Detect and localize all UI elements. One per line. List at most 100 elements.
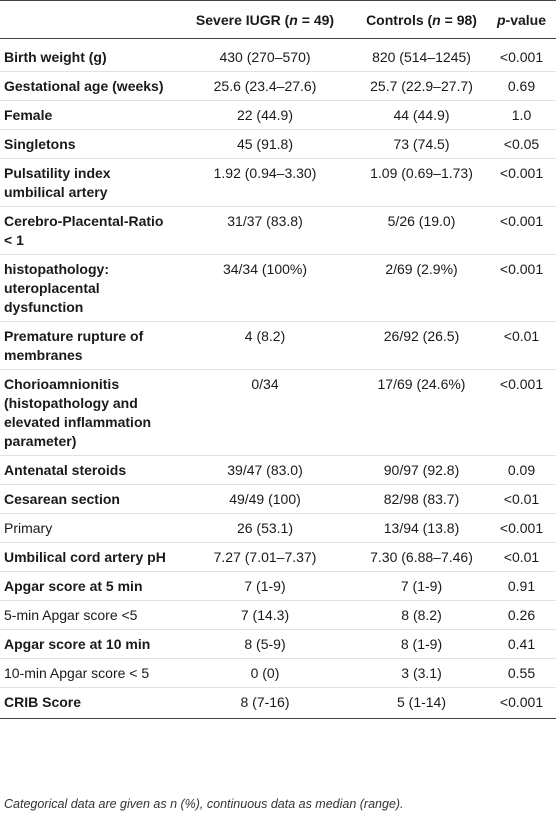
comparison-table: Severe IUGR (n = 49) Controls (n = 98) p… bbox=[0, 0, 556, 719]
row-p-value: <0.001 bbox=[487, 38, 556, 72]
table-row: Premature rupture of membranes 4 (8.2) 26/… bbox=[0, 321, 556, 370]
header-p-suffix: -value bbox=[505, 11, 547, 28]
row-p-value: <0.001 bbox=[487, 513, 556, 543]
row-controls-value: 82/98 (83.7) bbox=[356, 484, 487, 514]
row-controls-value: 2/69 (2.9%) bbox=[356, 254, 487, 322]
table-row: Chorioamnionitis (histopathology and ele… bbox=[0, 369, 556, 456]
row-iugr-value: 8 (5-9) bbox=[174, 629, 356, 659]
row-p-value: <0.05 bbox=[487, 129, 556, 159]
row-controls-value: 3 (3.1) bbox=[356, 658, 487, 688]
table-row: Primary 26 (53.1) 13/94 (13.8) <0.001 bbox=[0, 513, 556, 543]
row-controls-value: 26/92 (26.5) bbox=[356, 321, 487, 370]
row-iugr-value: 0 (0) bbox=[174, 658, 356, 688]
row-controls-value: 8 (8.2) bbox=[356, 600, 487, 630]
table-body: Birth weight (g) 430 (270–570) 820 (514–12… bbox=[0, 38, 556, 719]
row-iugr-value: 45 (91.8) bbox=[174, 129, 356, 159]
row-p-value: 0.09 bbox=[487, 455, 556, 485]
row-controls-value: 7 (1-9) bbox=[356, 571, 487, 601]
table-row: Cerebro-Placental-Ratio < 1 31/37 (83.8) 5… bbox=[0, 206, 556, 255]
table-row: Apgar score at 5 min 7 (1-9) 7 (1-9) 0.91 bbox=[0, 571, 556, 601]
row-controls-value: 44 (44.9) bbox=[356, 100, 487, 130]
row-controls-value: 7.30 (6.88–7.46) bbox=[356, 542, 487, 572]
row-label: CRIB Score bbox=[0, 687, 174, 719]
header-controls-suffix: = 98) bbox=[440, 11, 477, 28]
table-row: Antenatal steroids 39/47 (83.0) 90/97 (92.… bbox=[0, 455, 556, 485]
row-controls-value: 73 (74.5) bbox=[356, 129, 487, 159]
table-row: CRIB Score 8 (7-16) 5 (1-14) <0.001 bbox=[0, 687, 556, 719]
row-iugr-value: 49/49 (100) bbox=[174, 484, 356, 514]
header-severe-iugr: Severe IUGR (n = 49) bbox=[174, 0, 356, 39]
row-label: Apgar score at 5 min bbox=[0, 571, 174, 601]
row-p-value: <0.001 bbox=[487, 369, 556, 456]
row-iugr-value: 7 (14.3) bbox=[174, 600, 356, 630]
row-label: Primary bbox=[0, 513, 174, 543]
comparison-table-container: Severe IUGR (n = 49) Controls (n = 98) p… bbox=[0, 0, 556, 719]
row-iugr-value: 0/34 bbox=[174, 369, 356, 456]
row-controls-value: 820 (514–1245) bbox=[356, 38, 487, 72]
table-row: 5-min Apgar score <5 7 (14.3) 8 (8.2) 0.26 bbox=[0, 600, 556, 630]
row-iugr-value: 39/47 (83.0) bbox=[174, 455, 356, 485]
row-p-value: 0.91 bbox=[487, 571, 556, 601]
header-p: p bbox=[496, 11, 506, 28]
row-p-value: <0.001 bbox=[487, 687, 556, 719]
table-row: Birth weight (g) 430 (270–570) 820 (514–12… bbox=[0, 38, 556, 72]
row-controls-value: 17/69 (24.6%) bbox=[356, 369, 487, 456]
row-label: Singletons bbox=[0, 129, 174, 159]
row-p-value: <0.001 bbox=[487, 254, 556, 322]
row-controls-value: 5/26 (19.0) bbox=[356, 206, 487, 255]
row-p-value: <0.01 bbox=[487, 484, 556, 514]
row-controls-value: 90/97 (92.8) bbox=[356, 455, 487, 485]
row-p-value: 1.0 bbox=[487, 100, 556, 130]
row-p-value: 0.26 bbox=[487, 600, 556, 630]
row-iugr-value: 7 (1-9) bbox=[174, 571, 356, 601]
table-row: Gestational age (weeks) 25.6 (23.4–27.6) 2… bbox=[0, 71, 556, 101]
row-label: Cesarean section bbox=[0, 484, 174, 514]
header-iugr-prefix: Severe IUGR ( bbox=[195, 11, 290, 28]
row-label: Gestational age (weeks) bbox=[0, 71, 174, 101]
header-controls-prefix: Controls ( bbox=[366, 11, 433, 28]
row-label: Apgar score at 10 min bbox=[0, 629, 174, 659]
row-label: Female bbox=[0, 100, 174, 130]
row-iugr-value: 22 (44.9) bbox=[174, 100, 356, 130]
row-label: 5-min Apgar score <5 bbox=[0, 600, 174, 630]
header-variable bbox=[0, 0, 174, 39]
row-controls-value: 5 (1-14) bbox=[356, 687, 487, 719]
header-p-value: p-value bbox=[487, 0, 556, 39]
row-iugr-value: 1.92 (0.94–3.30) bbox=[174, 158, 356, 207]
table-header: Severe IUGR (n = 49) Controls (n = 98) p… bbox=[0, 0, 556, 39]
header-controls-n: n bbox=[432, 11, 441, 28]
row-p-value: 0.55 bbox=[487, 658, 556, 688]
table-row: Singletons 45 (91.8) 73 (74.5) <0.05 bbox=[0, 129, 556, 159]
table-row: Umbilical cord artery pH 7.27 (7.01–7.37)… bbox=[0, 542, 556, 572]
table-row: Female 22 (44.9) 44 (44.9) 1.0 bbox=[0, 100, 556, 130]
row-p-value: <0.001 bbox=[487, 206, 556, 255]
row-iugr-value: 4 (8.2) bbox=[174, 321, 356, 370]
row-p-value: <0.01 bbox=[487, 542, 556, 572]
row-iugr-value: 31/37 (83.8) bbox=[174, 206, 356, 255]
row-iugr-value: 430 (270–570) bbox=[174, 38, 356, 72]
row-controls-value: 13/94 (13.8) bbox=[356, 513, 487, 543]
table-row: Cesarean section 49/49 (100) 82/98 (83.7) <… bbox=[0, 484, 556, 514]
row-label: 10-min Apgar score < 5 bbox=[0, 658, 174, 688]
row-label: Cerebro-Placental-Ratio < 1 bbox=[0, 206, 174, 255]
table-row: Pulsatility index umbilical artery 1.92 (… bbox=[0, 158, 556, 207]
row-iugr-value: 26 (53.1) bbox=[174, 513, 356, 543]
row-label: Pulsatility index umbilical artery bbox=[0, 158, 174, 207]
row-label: Birth weight (g) bbox=[0, 38, 174, 72]
row-controls-value: 25.7 (22.9–27.7) bbox=[356, 71, 487, 101]
row-label: Umbilical cord artery pH bbox=[0, 542, 174, 572]
row-iugr-value: 34/34 (100%) bbox=[174, 254, 356, 322]
row-iugr-value: 8 (7-16) bbox=[174, 687, 356, 719]
table-row: Apgar score at 10 min 8 (5-9) 8 (1-9) 0.41 bbox=[0, 629, 556, 659]
table-row: histopathology: uteroplacental dysfuncti… bbox=[0, 254, 556, 322]
row-iugr-value: 7.27 (7.01–7.37) bbox=[174, 542, 356, 572]
row-label: Premature rupture of membranes bbox=[0, 321, 174, 370]
row-p-value: 0.69 bbox=[487, 71, 556, 101]
header-iugr-suffix: = 49) bbox=[297, 11, 335, 28]
header-iugr-n: n bbox=[289, 11, 298, 28]
row-label: Chorioamnionitis (histopathology and ele… bbox=[0, 369, 174, 456]
header-controls: Controls (n = 98) bbox=[356, 0, 487, 39]
row-controls-value: 8 (1-9) bbox=[356, 629, 487, 659]
row-p-value: <0.001 bbox=[487, 158, 556, 207]
